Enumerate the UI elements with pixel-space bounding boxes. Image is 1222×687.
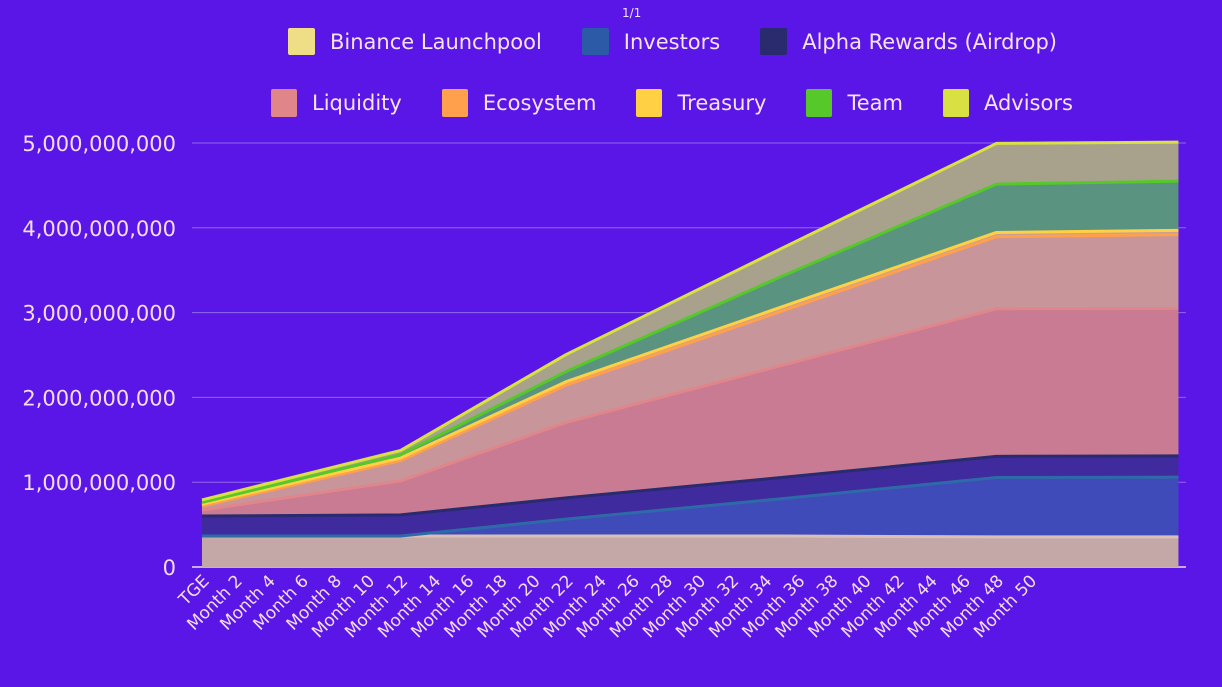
legend-row-2: Liquidity Ecosystem Treasury Team Adviso…: [271, 89, 1073, 117]
y-tick-label: 2,000,000,000: [22, 386, 176, 410]
y-tick-label: 3,000,000,000: [22, 302, 176, 326]
legend-item-binance-launchpool[interactable]: Binance Launchpool: [288, 28, 542, 55]
legend-swatch-treasury: [636, 89, 663, 117]
legend-swatch-ecosystem: [441, 89, 468, 117]
legend-swatch-binance-launchpool: [288, 28, 315, 55]
y-tick-label: 1,000,000,000: [22, 471, 176, 495]
legend-label: Liquidity: [312, 91, 402, 115]
area-team[interactable]: [202, 181, 1179, 505]
series-line: [201, 233, 1179, 508]
legend-item-liquidity[interactable]: Liquidity: [271, 89, 402, 117]
area-liquidity[interactable]: [202, 308, 1179, 517]
series-line: [202, 475, 1179, 538]
legend-item-advisors[interactable]: Advisors: [942, 89, 1073, 117]
legend-item-alpha-rewards[interactable]: Alpha Rewards (Airdrop): [760, 28, 1057, 55]
area-binance-launchpool[interactable]: [202, 536, 1179, 567]
series-line: [201, 454, 1179, 518]
legend-label: Team: [847, 91, 903, 115]
area-investors[interactable]: [202, 477, 1179, 537]
legend-item-treasury[interactable]: Treasury: [636, 89, 766, 117]
area-alpha-rewards-airdrop[interactable]: [202, 455, 1179, 537]
legend-label: Binance Launchpool: [330, 29, 542, 54]
series-line: [201, 228, 1179, 506]
series-line: [201, 306, 1179, 512]
legend-label: Investors: [623, 29, 721, 54]
y-tick-label: 0: [163, 556, 176, 580]
legend-label: Advisors: [983, 91, 1073, 115]
legend-label: Alpha Rewards (Airdrop): [802, 29, 1057, 54]
legend-swatch-alpha-rewards: [760, 28, 788, 55]
legend-item-investors[interactable]: Investors: [581, 28, 721, 55]
legend-swatch-liquidity: [271, 89, 297, 117]
y-axis: 0 1,000,000,000 2,000,000,000 3,000,000,000…: [22, 132, 176, 580]
chart-areas: [201, 140, 1179, 567]
legend-swatch-investors: [581, 28, 609, 55]
series-line: [201, 140, 1179, 502]
legend-swatch-advisors: [942, 89, 969, 117]
legend-label: Treasury: [677, 91, 767, 115]
legend-row-1: Binance Launchpool Investors Alpha Rewar…: [288, 28, 1057, 55]
legend-item-team[interactable]: Team: [806, 89, 903, 117]
legend-swatch-team: [806, 89, 833, 117]
series-line: [201, 179, 1179, 504]
page-indicator: 1/1: [622, 6, 642, 20]
y-tick-label: 4,000,000,000: [22, 217, 176, 241]
legend-label: Ecosystem: [482, 91, 597, 115]
area-advisors[interactable]: [202, 142, 1179, 503]
y-tick-label: 5,000,000,000: [22, 132, 176, 156]
legend-item-ecosystem[interactable]: Ecosystem: [441, 89, 597, 117]
